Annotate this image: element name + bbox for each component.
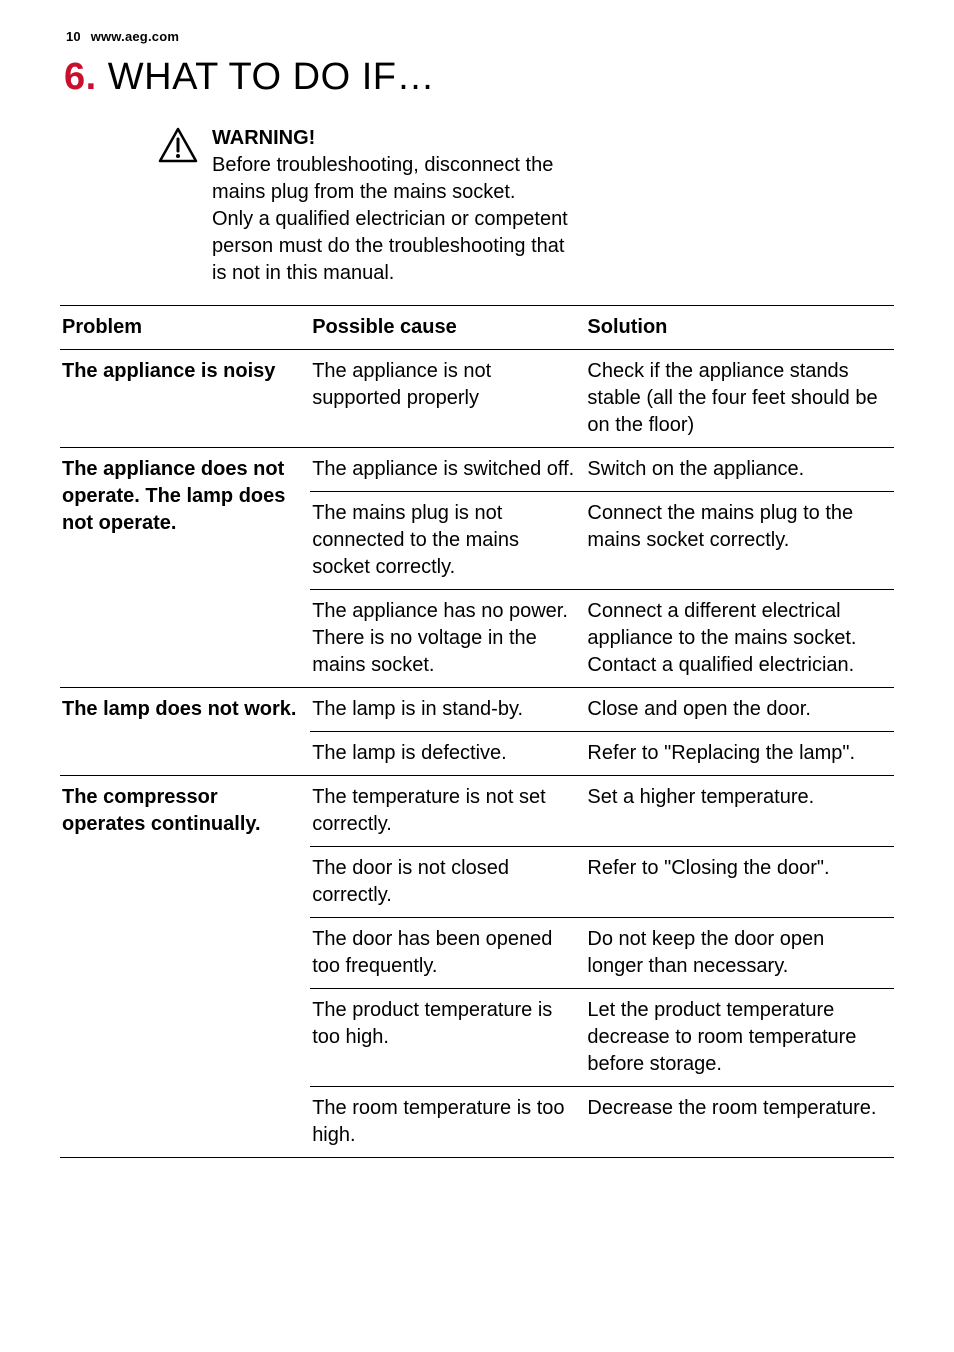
warning-icon — [158, 127, 198, 171]
cell-solution: Connect the mains plug to the mains sock… — [585, 491, 894, 589]
page-header: 10 www.aeg.com — [66, 28, 894, 46]
cell-cause: The appliance is not supported properly — [310, 349, 585, 447]
cell-cause: The room temperature is too high. — [310, 1086, 585, 1157]
col-header-cause: Possible cause — [310, 305, 585, 349]
table-header-row: Problem Possible cause Solution — [60, 305, 894, 349]
cell-cause: The mains plug is not connected to the m… — [310, 491, 585, 589]
cell-problem: The compressor operates continually. — [60, 775, 310, 1157]
page-number: 10 — [66, 28, 81, 46]
cell-solution: Do not keep the door open longer than ne… — [585, 917, 894, 988]
col-header-solution: Solution — [585, 305, 894, 349]
cell-solution: Connect a different electrical appliance… — [585, 589, 894, 687]
table-row: The lamp does not work.The lamp is in st… — [60, 687, 894, 731]
cell-cause: The door is not closed correctly. — [310, 846, 585, 917]
site-url: www.aeg.com — [91, 29, 179, 44]
cell-cause: The door has been opened too frequently. — [310, 917, 585, 988]
cell-cause: The appliance is switched off. — [310, 447, 585, 491]
troubleshooting-table: Problem Possible cause Solution The appl… — [60, 305, 894, 1158]
cell-solution: Set a higher temperature. — [585, 775, 894, 846]
cell-cause: The appliance has no power. There is no … — [310, 589, 585, 687]
warning-body-2: Only a qualified electrician or competen… — [212, 206, 578, 287]
cell-cause: The temperature is not set correctly. — [310, 775, 585, 846]
cell-solution: Refer to "Replacing the lamp". — [585, 731, 894, 775]
section-heading-text: WHAT TO DO IF… — [97, 56, 435, 98]
warning-text: WARNING! Before troubleshooting, disconn… — [212, 125, 578, 287]
cell-problem: The appliance does not operate. The lamp… — [60, 447, 310, 687]
table-row: The appliance does not operate. The lamp… — [60, 447, 894, 491]
cell-solution: Decrease the room temperature. — [585, 1086, 894, 1157]
cell-solution: Refer to "Closing the door". — [585, 846, 894, 917]
table-row: The compressor operates continually.The … — [60, 775, 894, 846]
warning-heading: WARNING! — [212, 125, 578, 152]
cell-cause: The lamp is in stand-by. — [310, 687, 585, 731]
cell-solution: Check if the appliance stands stable (al… — [585, 349, 894, 447]
section-number: 6. — [64, 56, 97, 98]
cell-problem: The lamp does not work. — [60, 687, 310, 775]
cell-solution: Let the product temperature decrease to … — [585, 988, 894, 1086]
cell-cause: The product temperature is too high. — [310, 988, 585, 1086]
cell-solution: Close and open the door. — [585, 687, 894, 731]
warning-body-1: Before troubleshooting, disconnect the m… — [212, 152, 578, 206]
cell-problem: The appliance is noisy — [60, 349, 310, 447]
cell-cause: The lamp is defective. — [310, 731, 585, 775]
col-header-problem: Problem — [60, 305, 310, 349]
cell-solution: Switch on the appliance. — [585, 447, 894, 491]
warning-block: WARNING! Before troubleshooting, disconn… — [158, 125, 578, 287]
table-body: The appliance is noisyThe appliance is n… — [60, 349, 894, 1157]
section-title: 6. WHAT TO DO IF… — [64, 52, 894, 103]
table-row: The appliance is noisyThe appliance is n… — [60, 349, 894, 447]
